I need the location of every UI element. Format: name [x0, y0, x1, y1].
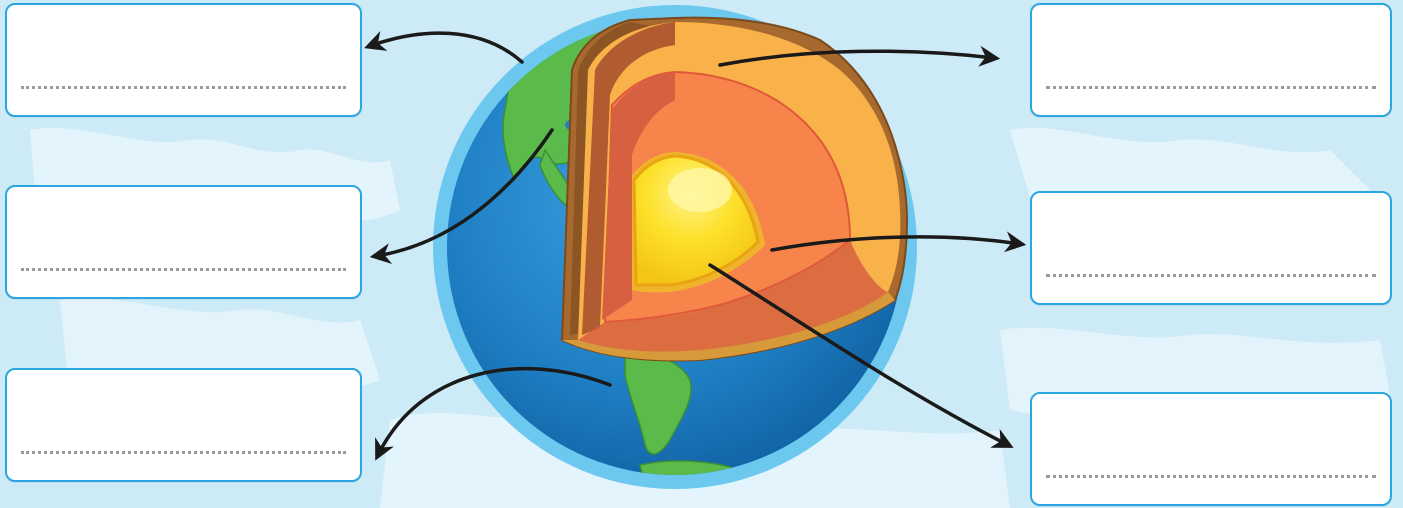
answer-text — [23, 61, 344, 81]
arrow-right-middle — [770, 231, 1027, 253]
answer-text — [23, 243, 344, 263]
dotted-answer-line — [21, 86, 346, 89]
dotted-answer-line — [1046, 86, 1376, 89]
answer-box-right-bottom[interactable] — [1030, 392, 1392, 506]
arrow-right-bottom — [708, 263, 1014, 448]
arrow-left-middle — [369, 128, 554, 265]
answer-box-right-middle[interactable] — [1030, 191, 1392, 305]
dotted-answer-line — [21, 451, 346, 454]
answer-text — [23, 426, 344, 446]
answer-box-left-middle[interactable] — [5, 185, 362, 299]
arrow-left-top — [364, 31, 524, 64]
answer-text — [1048, 450, 1374, 470]
arrow-right-top — [718, 45, 1001, 67]
answer-text — [1048, 61, 1374, 81]
dotted-answer-line — [21, 268, 346, 271]
answer-box-right-top[interactable] — [1030, 3, 1392, 117]
core-highlight — [668, 168, 732, 212]
arrow-left-bottom — [375, 366, 612, 461]
answer-text — [1048, 249, 1374, 269]
dotted-answer-line — [1046, 475, 1376, 478]
pointer-arrows — [364, 31, 1027, 461]
dotted-answer-line — [1046, 274, 1376, 277]
answer-box-left-top[interactable] — [5, 3, 362, 117]
answer-box-left-bottom[interactable] — [5, 368, 362, 482]
